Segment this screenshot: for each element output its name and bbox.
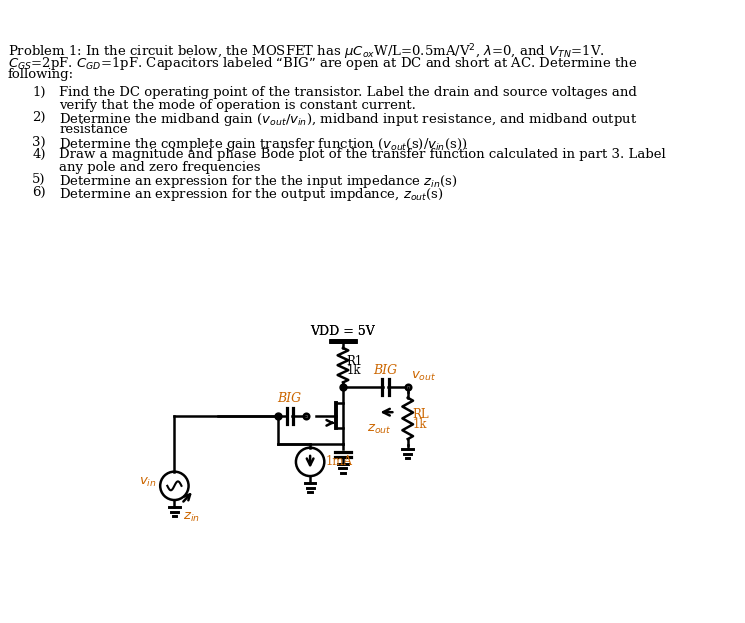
Text: $z_{in}$: $z_{in}$ <box>183 511 200 524</box>
Text: 1mA: 1mA <box>326 455 353 468</box>
Text: Determine an expression for the the input impedance $z_{in}$(s): Determine an expression for the the inpu… <box>59 173 457 190</box>
Text: 6): 6) <box>32 186 45 199</box>
Text: R1: R1 <box>346 355 363 368</box>
Text: 1k: 1k <box>412 418 427 431</box>
Text: $z_{out}$: $z_{out}$ <box>367 424 392 437</box>
Text: $C_{GS}$=2pF. $C_{GD}$=1pF. Capacitors labeled “BIG” are open at DC and short at: $C_{GS}$=2pF. $C_{GD}$=1pF. Capacitors l… <box>7 55 637 72</box>
Text: BIG: BIG <box>373 364 398 377</box>
Text: following:: following: <box>7 68 74 81</box>
Text: $v_{out}$: $v_{out}$ <box>411 370 437 383</box>
Text: verify that the mode of operation is constant current.: verify that the mode of operation is con… <box>59 98 416 112</box>
Text: 4): 4) <box>32 148 45 161</box>
Text: $v_{in}$: $v_{in}$ <box>139 476 156 489</box>
Text: 5): 5) <box>32 173 45 186</box>
Text: 3): 3) <box>32 136 45 149</box>
Text: VDD = 5V: VDD = 5V <box>311 325 375 338</box>
Text: resistance: resistance <box>59 123 127 136</box>
Text: 1k: 1k <box>346 364 361 377</box>
Text: Determine an expression for the output impdance, $z_{out}$(s): Determine an expression for the output i… <box>59 186 444 202</box>
Text: RL: RL <box>412 408 429 421</box>
Text: Draw a magnitude and phase Bode plot of the transfer function calculated in part: Draw a magnitude and phase Bode plot of … <box>59 148 666 161</box>
Text: any pole and zero frequencies: any pole and zero frequencies <box>59 161 261 174</box>
Text: Determine the midband gain ($v_{out}/v_{in}$), midband input resistance, and mid: Determine the midband gain ($v_{out}/v_{… <box>59 111 638 128</box>
Text: Find the DC operating point of the transistor. Label the drain and source voltag: Find the DC operating point of the trans… <box>59 86 637 99</box>
Text: BIG: BIG <box>278 392 302 405</box>
Text: 1): 1) <box>32 86 45 99</box>
Text: Problem 1: In the circuit below, the MOSFET has $\mu C_{ox}$W/L=0.5mA/V$^2$, $\l: Problem 1: In the circuit below, the MOS… <box>7 42 604 62</box>
Text: VDD = 5V: VDD = 5V <box>311 325 375 338</box>
Text: Determine the complete gain transfer function ($v_{out}$(s)/$v_{in}$(s)): Determine the complete gain transfer fun… <box>59 136 468 153</box>
Text: 2): 2) <box>32 111 45 124</box>
